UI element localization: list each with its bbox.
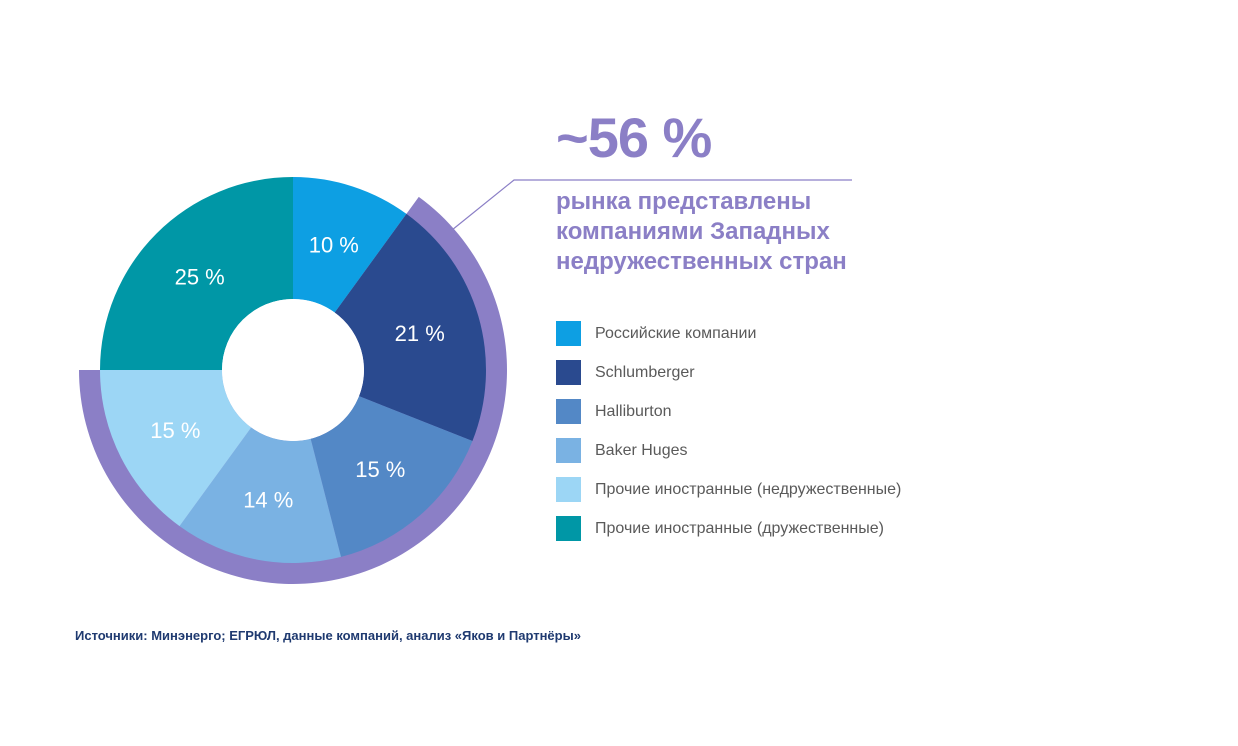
legend-item: Прочие иностранные (дружественные) bbox=[556, 509, 901, 548]
legend-label: Прочие иностранные (недружественные) bbox=[595, 480, 902, 498]
legend-swatch bbox=[556, 360, 581, 385]
headline-description: рынка представлены компаниями Западных н… bbox=[556, 188, 847, 275]
legend: Российские компании Schlumberger Halliburt… bbox=[556, 314, 901, 548]
legend-item: Schlumberger bbox=[556, 353, 901, 392]
pie-slice bbox=[310, 396, 473, 557]
legend-label: Российские компании bbox=[595, 324, 757, 342]
legend-item: Baker Huges bbox=[556, 431, 901, 470]
slice-value-label: 25 % bbox=[175, 265, 225, 290]
slice-value-label: 15 % bbox=[150, 418, 200, 443]
legend-item: Российские компании bbox=[556, 314, 901, 353]
headline-value: ~56 % bbox=[556, 106, 712, 169]
legend-swatch bbox=[556, 438, 581, 463]
legend-swatch bbox=[556, 477, 581, 502]
slice-layer bbox=[100, 177, 487, 563]
pie-slice bbox=[100, 177, 293, 370]
value-label-layer: 10 % 21 % 15 % 14 % 15 % 25 % bbox=[150, 232, 445, 512]
callout-line bbox=[451, 179, 852, 231]
legend-swatch bbox=[556, 516, 581, 541]
slice-value-label: 15 % bbox=[355, 457, 405, 482]
legend-label: Schlumberger bbox=[595, 363, 695, 381]
legend-item: Halliburton bbox=[556, 392, 901, 431]
legend-swatch bbox=[556, 399, 581, 424]
pie-slice bbox=[179, 427, 341, 563]
legend-label: Baker Huges bbox=[595, 441, 688, 459]
donut-hole bbox=[222, 299, 364, 441]
legend-swatch bbox=[556, 321, 581, 346]
slice-value-label: 10 % bbox=[309, 232, 359, 257]
source-note: Источники: Минэнерго; ЕГРЮЛ, данные комп… bbox=[75, 628, 581, 643]
legend-label: Halliburton bbox=[595, 402, 672, 420]
pie-slice bbox=[334, 213, 487, 442]
slice-value-label: 21 % bbox=[395, 321, 445, 346]
slice-value-label: 14 % bbox=[243, 488, 293, 513]
legend-item: Прочие иностранные (недружественные) bbox=[556, 470, 901, 509]
pie-slice bbox=[100, 370, 252, 527]
legend-label: Прочие иностранные (дружественные) bbox=[595, 519, 884, 537]
pie-slice bbox=[293, 177, 407, 313]
